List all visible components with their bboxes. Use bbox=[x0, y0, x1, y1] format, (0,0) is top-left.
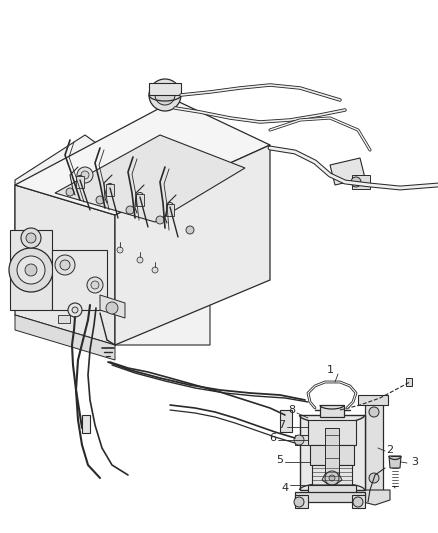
Circle shape bbox=[87, 277, 103, 293]
Circle shape bbox=[329, 475, 335, 481]
Circle shape bbox=[106, 302, 118, 314]
Circle shape bbox=[149, 79, 181, 111]
Bar bbox=[308, 420, 356, 445]
Bar bbox=[280, 410, 292, 432]
Text: 1: 1 bbox=[326, 365, 333, 375]
Circle shape bbox=[26, 233, 36, 243]
Circle shape bbox=[369, 473, 379, 483]
Text: 7: 7 bbox=[279, 420, 286, 430]
Bar bbox=[136, 194, 144, 206]
Circle shape bbox=[66, 188, 74, 196]
Bar bbox=[310, 445, 354, 465]
Bar bbox=[312, 465, 352, 485]
Circle shape bbox=[152, 267, 158, 273]
Bar bbox=[58, 315, 70, 323]
Polygon shape bbox=[15, 100, 270, 215]
Bar bbox=[320, 405, 344, 417]
Polygon shape bbox=[115, 145, 270, 345]
Circle shape bbox=[325, 471, 339, 485]
Text: 2: 2 bbox=[386, 445, 394, 455]
Circle shape bbox=[96, 196, 104, 204]
Polygon shape bbox=[365, 400, 383, 495]
Bar bbox=[352, 175, 370, 189]
Bar bbox=[10, 230, 52, 310]
Bar bbox=[76, 176, 84, 188]
Polygon shape bbox=[295, 435, 308, 445]
Circle shape bbox=[21, 228, 41, 248]
Circle shape bbox=[9, 248, 53, 292]
Bar bbox=[52, 250, 107, 310]
Text: 8: 8 bbox=[289, 405, 296, 415]
Circle shape bbox=[68, 303, 82, 317]
Circle shape bbox=[353, 497, 363, 507]
Circle shape bbox=[155, 85, 175, 105]
Text: 6: 6 bbox=[269, 433, 276, 443]
Circle shape bbox=[294, 435, 304, 445]
Circle shape bbox=[156, 216, 164, 224]
Circle shape bbox=[60, 260, 70, 270]
Text: 4: 4 bbox=[282, 483, 289, 493]
Circle shape bbox=[17, 256, 45, 284]
Circle shape bbox=[351, 177, 361, 187]
Text: 5: 5 bbox=[276, 455, 283, 465]
Polygon shape bbox=[15, 185, 115, 345]
Circle shape bbox=[186, 226, 194, 234]
Bar bbox=[325, 428, 339, 476]
Bar bbox=[149, 83, 181, 95]
Polygon shape bbox=[389, 456, 401, 468]
Polygon shape bbox=[295, 492, 365, 502]
Polygon shape bbox=[15, 135, 210, 345]
Polygon shape bbox=[355, 490, 390, 505]
Circle shape bbox=[369, 407, 379, 417]
Bar bbox=[166, 204, 174, 216]
Circle shape bbox=[25, 264, 37, 276]
Text: 3: 3 bbox=[411, 457, 418, 467]
Circle shape bbox=[72, 307, 78, 313]
Polygon shape bbox=[330, 158, 365, 185]
Polygon shape bbox=[295, 495, 308, 508]
Polygon shape bbox=[55, 135, 245, 222]
Bar bbox=[308, 485, 356, 493]
Circle shape bbox=[77, 167, 93, 183]
Bar bbox=[82, 415, 90, 433]
Circle shape bbox=[126, 206, 134, 214]
Circle shape bbox=[294, 497, 304, 507]
Polygon shape bbox=[322, 474, 342, 485]
Polygon shape bbox=[100, 295, 125, 318]
Circle shape bbox=[55, 255, 75, 275]
Bar bbox=[106, 184, 114, 196]
Bar bbox=[406, 378, 412, 386]
Bar bbox=[300, 415, 365, 490]
Polygon shape bbox=[352, 495, 365, 508]
Circle shape bbox=[81, 171, 89, 179]
Polygon shape bbox=[358, 395, 388, 405]
Circle shape bbox=[137, 257, 143, 263]
Circle shape bbox=[91, 281, 99, 289]
Polygon shape bbox=[15, 315, 115, 360]
Circle shape bbox=[117, 247, 123, 253]
